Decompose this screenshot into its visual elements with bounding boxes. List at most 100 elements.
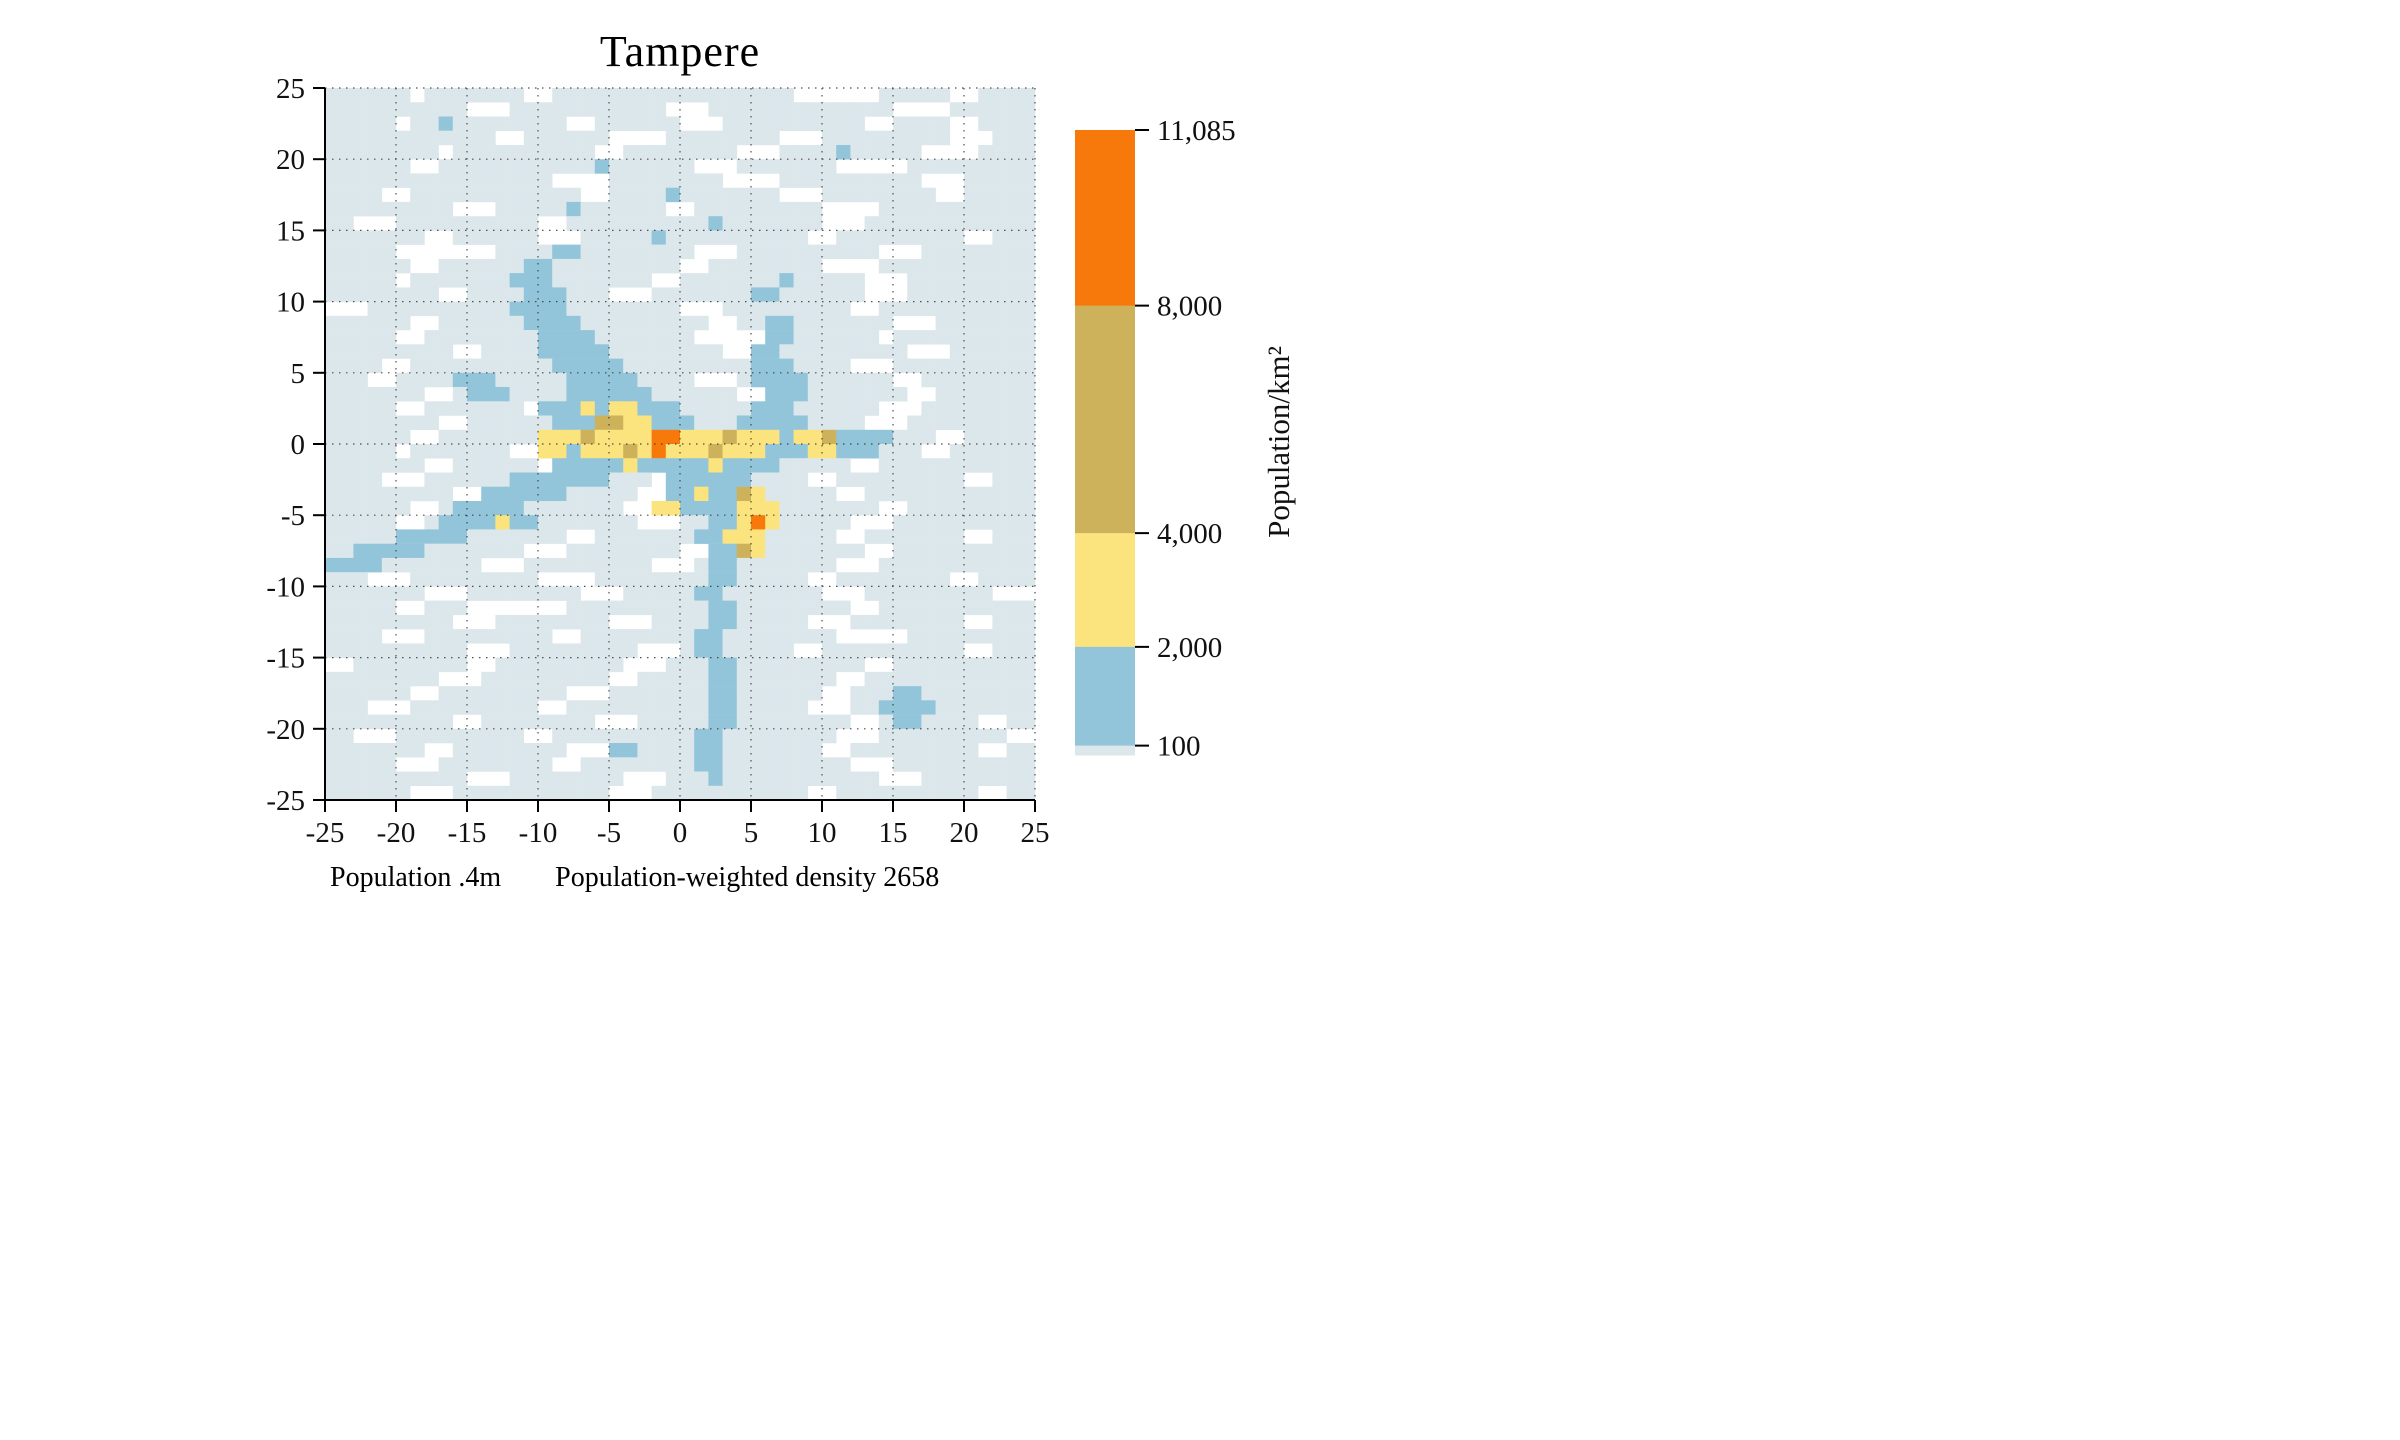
- heatmap-cell: [609, 230, 624, 245]
- heatmap-cell: [708, 88, 723, 103]
- heatmap-cell: [381, 671, 397, 687]
- heatmap-cell: [481, 472, 496, 487]
- heatmap-cell: [765, 244, 780, 260]
- heatmap-cell: [481, 273, 496, 288]
- heatmap-cell: [708, 529, 723, 544]
- heatmap-cell: [339, 130, 354, 146]
- heatmap-cell: [921, 743, 936, 758]
- heatmap-cell: [339, 429, 354, 445]
- heatmap-cell: [736, 444, 752, 459]
- heatmap-cell: [1020, 529, 1036, 544]
- heatmap-cell: [623, 102, 638, 117]
- heatmap-cell: [566, 273, 581, 288]
- heatmap-cell: [481, 88, 496, 103]
- heatmap-cell: [509, 643, 525, 658]
- heatmap-cell: [665, 743, 681, 758]
- density-caption: Population-weighted density 2658: [555, 862, 940, 893]
- x-tick-label: -25: [306, 817, 345, 849]
- heatmap-cell: [637, 714, 652, 730]
- heatmap-cell: [580, 315, 596, 331]
- heatmap-cell: [1020, 187, 1036, 203]
- heatmap-cell: [893, 429, 908, 445]
- heatmap-cell: [325, 201, 340, 217]
- heatmap-cell: [566, 187, 581, 203]
- heatmap-cell: [339, 216, 354, 231]
- heatmap-cell: [708, 387, 723, 402]
- heatmap-cell: [580, 244, 596, 260]
- heatmap-cell: [396, 145, 411, 160]
- heatmap-cell: [836, 173, 851, 188]
- heatmap-cell: [949, 358, 965, 374]
- heatmap-cell: [580, 557, 596, 573]
- heatmap-cell: [566, 657, 581, 673]
- heatmap-cell: [637, 743, 652, 758]
- heatmap-cell: [452, 230, 468, 245]
- x-tick-label: 25: [1021, 817, 1050, 849]
- heatmap-cell: [438, 401, 454, 416]
- heatmap-cell: [751, 686, 766, 701]
- heatmap-cell: [807, 315, 823, 331]
- heatmap-cell: [538, 444, 553, 459]
- heatmap-cell: [396, 743, 411, 758]
- heatmap-cell: [992, 230, 1007, 245]
- heatmap-cell: [878, 700, 894, 715]
- heatmap-cell: [751, 102, 766, 117]
- heatmap-cell: [339, 572, 354, 587]
- heatmap-cell: [779, 472, 794, 487]
- heatmap-cell: [907, 173, 922, 188]
- heatmap-cell: [594, 315, 610, 331]
- heatmap-cell: [807, 629, 823, 644]
- heatmap-cell: [893, 728, 908, 744]
- heatmap-cell: [1020, 230, 1036, 245]
- heatmap-cell: [992, 401, 1007, 416]
- heatmap-cell: [637, 244, 652, 260]
- heatmap-cell: [552, 358, 567, 374]
- heatmap-cell: [1020, 358, 1036, 374]
- heatmap-cell: [1006, 714, 1022, 730]
- heatmap-cell: [949, 771, 965, 786]
- heatmap-cell: [793, 614, 809, 630]
- heatmap-cell: [481, 629, 496, 644]
- heatmap-cell: [367, 173, 383, 188]
- heatmap-cell: [978, 401, 993, 416]
- colorbar-tick-label: 4,000: [1157, 518, 1222, 550]
- heatmap-cell: [481, 415, 496, 430]
- heatmap-cell: [807, 216, 823, 231]
- heatmap-cell: [949, 258, 965, 274]
- axes-layer: -25 -20 -15 -10 -5 0 5 10 15 20 252520151050-5-10-…: [266, 73, 1049, 849]
- heatmap-cell: [722, 657, 738, 673]
- heatmap-cell: [935, 301, 951, 317]
- heatmap-cell: [552, 330, 567, 345]
- heatmap-cell: [964, 201, 979, 217]
- heatmap-cell: [793, 444, 809, 459]
- heatmap-cell: [325, 486, 340, 502]
- heatmap-cell: [793, 429, 809, 445]
- heatmap-cell: [878, 444, 894, 459]
- heatmap-cell: [438, 771, 454, 786]
- heatmap-cell: [822, 173, 837, 188]
- heatmap-cell: [651, 415, 667, 430]
- heatmap-cell: [325, 643, 340, 658]
- heatmap-cell: [452, 757, 468, 772]
- heatmap-cell: [694, 230, 709, 245]
- heatmap-cell: [438, 728, 454, 744]
- heatmap-cell: [353, 187, 368, 203]
- heatmap-cell: [779, 258, 794, 274]
- heatmap-cell: [381, 415, 397, 430]
- heatmap-cell: [736, 458, 752, 473]
- heatmap-cell: [793, 145, 809, 160]
- heatmap-cell: [665, 586, 681, 601]
- heatmap-cell: [353, 444, 368, 459]
- heatmap-cell: [594, 401, 610, 416]
- heatmap-cell: [367, 102, 383, 117]
- heatmap-cell: [609, 258, 624, 274]
- heatmap-cell: [1006, 387, 1022, 402]
- heatmap-cell: [1020, 472, 1036, 487]
- heatmap-cell: [424, 515, 439, 530]
- heatmap-cell: [907, 586, 922, 601]
- heatmap-cell: [651, 145, 667, 160]
- heatmap-cell: [949, 401, 965, 416]
- heatmap-cell: [396, 657, 411, 673]
- heatmap-cell: [609, 743, 624, 758]
